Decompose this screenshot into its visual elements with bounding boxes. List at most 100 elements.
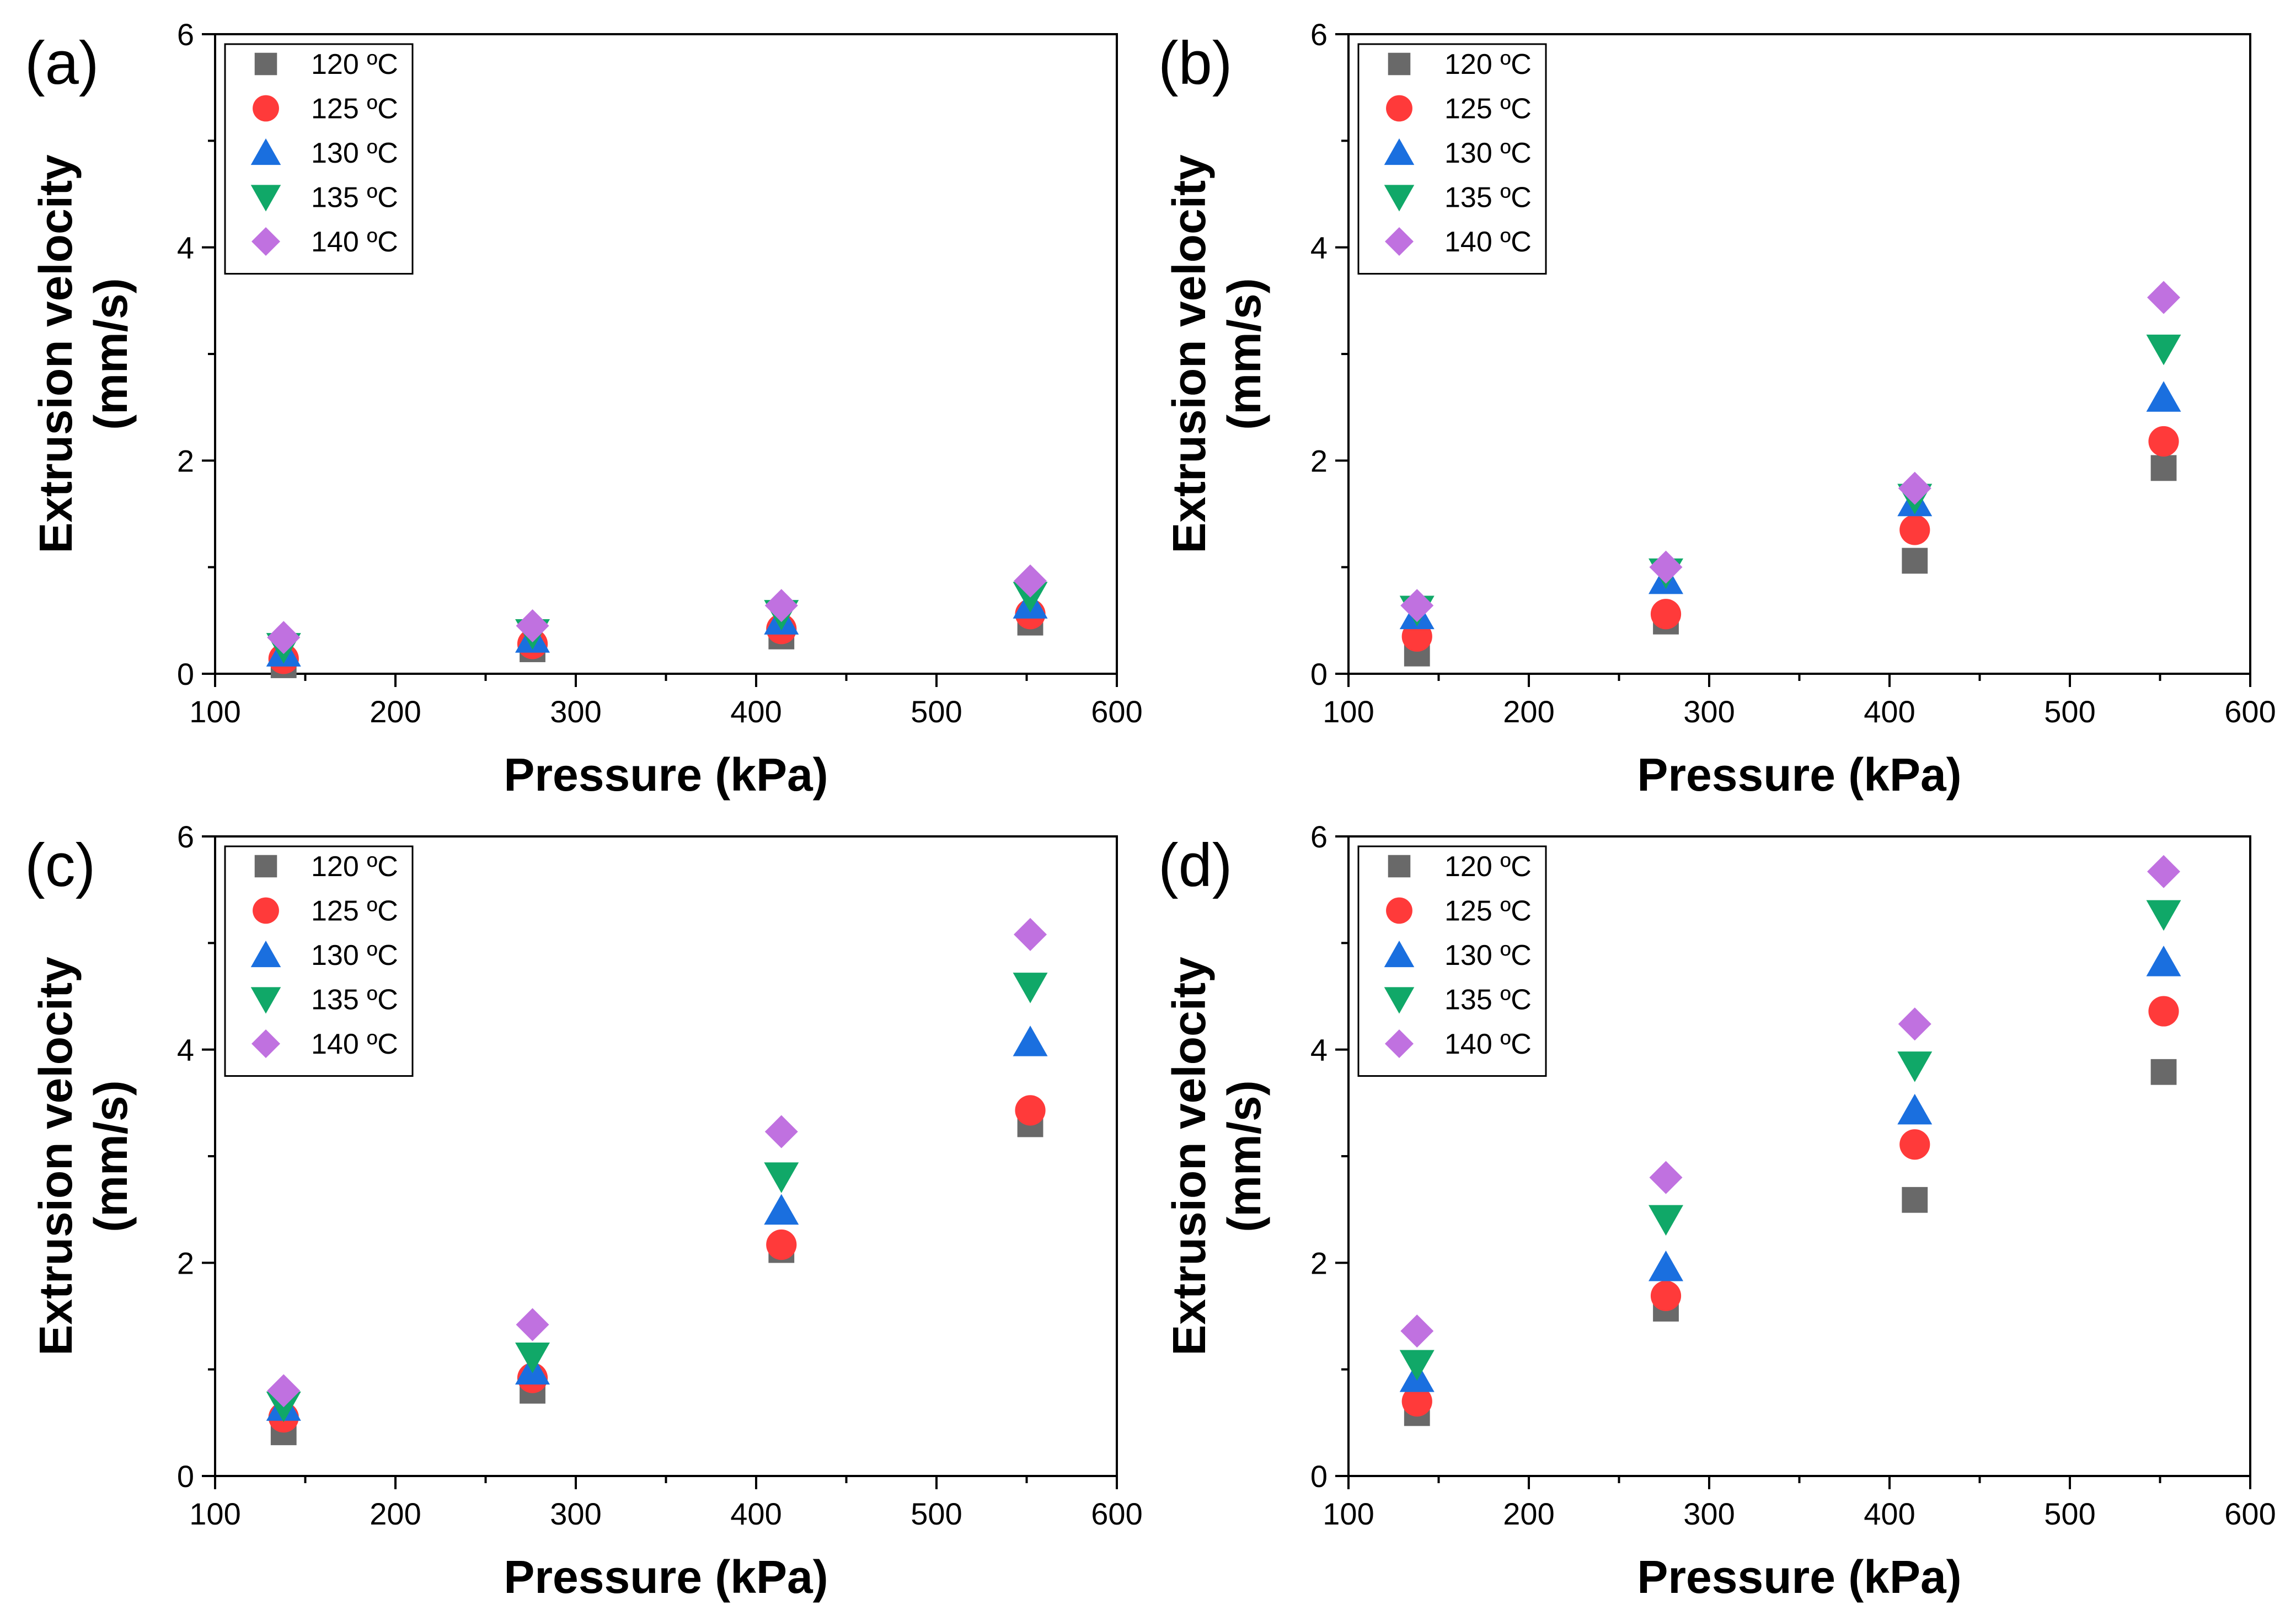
y-tick-label: 4 xyxy=(177,1033,194,1067)
x-tick-label: 100 xyxy=(189,1496,240,1531)
x-tick-label: 500 xyxy=(2044,694,2095,729)
legend-marker xyxy=(254,52,277,76)
x-tick-label: 400 xyxy=(730,694,782,729)
legend-label: 130 ºC xyxy=(311,940,398,971)
legend-label: 135 ºC xyxy=(1444,984,1532,1016)
data-point xyxy=(1649,1161,1683,1194)
y-axis-title-line2: (mm/s) xyxy=(1218,1080,1270,1232)
x-tick-label: 400 xyxy=(730,1496,782,1531)
data-point xyxy=(1400,1314,1434,1348)
x-tick-label: 500 xyxy=(2044,1496,2095,1531)
chart-panel-d: 100 200 300 400 500 600 0 2 4 6 Pressure (kPa) Extr… xyxy=(1158,819,2276,1603)
data-point xyxy=(2147,281,2181,314)
data-point xyxy=(1014,564,1047,598)
data-point xyxy=(764,1115,798,1148)
legend-marker xyxy=(1384,941,1415,968)
legend-label: 135 ºC xyxy=(311,182,398,214)
data-point xyxy=(2146,946,2181,976)
data-point xyxy=(1898,471,1931,505)
legend-label: 135 ºC xyxy=(311,984,398,1016)
x-tick-label: 600 xyxy=(2224,1496,2276,1531)
x-tick-label: 300 xyxy=(1683,1496,1735,1531)
x-tick-label: 600 xyxy=(2224,694,2276,729)
legend-marker xyxy=(250,987,281,1014)
data-point xyxy=(516,1308,549,1341)
y-tick-label: 2 xyxy=(1310,443,1328,478)
data-point xyxy=(1899,1129,1930,1160)
data-point xyxy=(1013,973,1048,1003)
x-tick-label: 300 xyxy=(550,1496,601,1531)
legend-label: 130 ºC xyxy=(311,137,398,169)
x-tick-label: 200 xyxy=(370,1496,421,1531)
legend-marker xyxy=(254,855,277,878)
data-point xyxy=(1898,1007,1931,1041)
y-tick-label: 0 xyxy=(177,1459,194,1494)
legend-marker xyxy=(1388,52,1411,76)
panel-label: (d) xyxy=(1158,831,1232,899)
y-tick-label: 0 xyxy=(177,657,194,691)
data-point xyxy=(1650,1280,1682,1311)
data-point xyxy=(2148,426,2179,457)
legend-label: 125 ºC xyxy=(311,895,398,927)
legend: 120 ºC 125 ºC 130 ºC 135 ºC 140 ºC xyxy=(224,43,414,275)
data-point xyxy=(267,1374,301,1408)
legend-marker xyxy=(1386,897,1412,924)
legend-marker xyxy=(1384,987,1415,1014)
data-point xyxy=(1649,550,1683,584)
data-point xyxy=(2147,855,2181,888)
y-axis-title-line2: (mm/s) xyxy=(85,278,137,430)
legend-label: 140 ºC xyxy=(311,1028,398,1060)
y-axis-title-line2: (mm/s) xyxy=(85,1080,137,1232)
legend-label: 130 ºC xyxy=(1444,137,1532,169)
data-point xyxy=(1400,589,1434,622)
legend-label: 125 ºC xyxy=(311,93,398,125)
x-tick-label: 200 xyxy=(1503,1496,1554,1531)
x-axis-title: Pressure (kPa) xyxy=(1637,1551,1961,1603)
data-point xyxy=(1897,1093,1933,1125)
y-tick-label: 6 xyxy=(177,819,194,854)
y-tick-label: 2 xyxy=(177,443,194,478)
data-point xyxy=(2146,381,2181,412)
chart-panel-c: 100 200 300 400 500 600 0 2 4 6 Pressure (kPa) Extr… xyxy=(25,819,1143,1603)
data-point xyxy=(764,589,798,622)
legend-marker xyxy=(251,1029,280,1058)
legend-marker xyxy=(253,95,279,122)
legend: 120 ºC 125 ºC 130 ºC 135 ºC 140 ºC xyxy=(1357,845,1547,1077)
data-point xyxy=(267,621,301,654)
chart-panel-a: 100 200 300 400 500 600 0 2 4 6 Pressure (kPa) Extr… xyxy=(25,17,1143,801)
panel-label: (c) xyxy=(25,831,95,899)
legend-label: 120 ºC xyxy=(311,49,398,80)
legend-marker xyxy=(250,941,281,968)
legend-label: 135 ºC xyxy=(1444,182,1532,214)
y-tick-label: 2 xyxy=(1310,1246,1328,1280)
legend-label: 120 ºC xyxy=(1444,851,1532,883)
data-point xyxy=(1899,514,1930,545)
legend-label: 125 ºC xyxy=(1444,93,1532,125)
y-axis-title-line1: Extrusion velocity xyxy=(1163,957,1215,1356)
x-tick-label: 100 xyxy=(1323,1496,1374,1531)
legend-marker xyxy=(1384,185,1415,212)
data-point xyxy=(2150,1059,2177,1085)
x-tick-label: 600 xyxy=(1091,1496,1142,1531)
x-tick-label: 500 xyxy=(911,694,962,729)
data-point xyxy=(2146,900,2181,931)
data-point xyxy=(2146,334,2181,366)
x-tick-label: 100 xyxy=(1323,694,1374,729)
legend-label: 140 ºC xyxy=(311,226,398,258)
y-tick-label: 0 xyxy=(1310,1459,1328,1494)
chart-panel-b: 100 200 300 400 500 600 0 2 4 6 Pressure (kPa) Extr… xyxy=(1158,17,2276,801)
data-point xyxy=(1649,1205,1684,1236)
legend-label: 140 ºC xyxy=(1444,226,1532,258)
data-point xyxy=(2148,996,2179,1027)
data-point xyxy=(764,1162,799,1193)
y-tick-label: 4 xyxy=(1310,230,1328,265)
data-point xyxy=(1902,548,1928,574)
panel-label: (b) xyxy=(1158,29,1232,97)
y-tick-label: 4 xyxy=(1310,1033,1328,1067)
x-tick-label: 200 xyxy=(1503,694,1554,729)
data-point xyxy=(2150,455,2177,481)
legend-marker xyxy=(250,185,281,212)
legend-marker xyxy=(1385,227,1414,256)
x-axis-title: Pressure (kPa) xyxy=(1637,749,1961,801)
